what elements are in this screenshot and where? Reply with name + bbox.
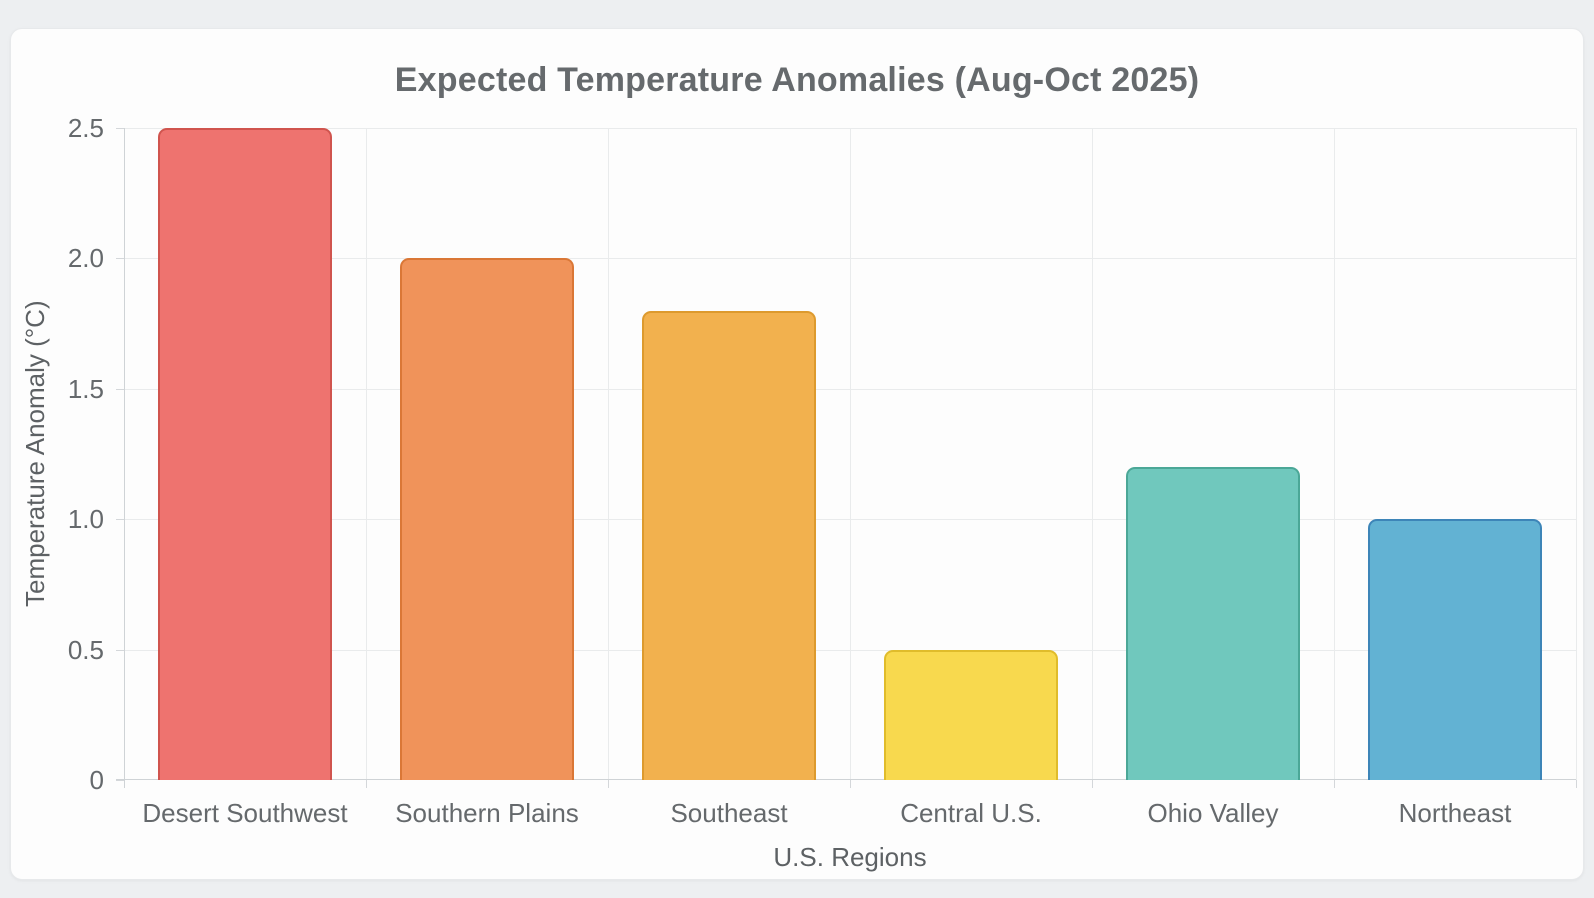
y-axis-line: [124, 128, 125, 788]
y-tick-label-2.5: 2.5: [67, 113, 104, 143]
x-tick-label-southern-plains: Southern Plains: [395, 798, 579, 828]
bar-ohio-valley[interactable]: [1126, 467, 1300, 780]
x-tick-label-ohio-valley: Ohio Valley: [1147, 798, 1279, 828]
y-axis-title: Temperature Anomaly (°C): [20, 300, 50, 608]
x-tick-label-southeast: Southeast: [670, 798, 788, 828]
y-tick-1.0: [116, 519, 124, 521]
v-gridline-6: [1576, 128, 1577, 780]
x-tick-2: [608, 780, 609, 788]
y-tick-label-1.5: 1.5: [67, 373, 104, 404]
x-tick-label-northeast: Northeast: [1398, 798, 1512, 828]
chart-card: Expected Temperature Anomalies (Aug-Oct …: [10, 28, 1584, 880]
v-gridline-3: [850, 128, 851, 780]
y-tick-1.5: [116, 388, 124, 390]
bar-central-u-s[interactable]: [884, 649, 1058, 780]
y-tick-label-0.5: 0.5: [67, 634, 104, 665]
v-gridline-5: [1334, 128, 1335, 780]
y-tick-0.5: [116, 649, 124, 651]
v-gridline-4: [1092, 128, 1093, 780]
x-axis-title: U.S. Regions: [773, 842, 927, 872]
y-tick-label-1.0: 1.0: [67, 504, 104, 535]
plot-area: 0 0.5 1.0 1.5 2.0 2.5 Desert Southwest Southern…: [20, 115, 1577, 872]
y-tick-label-0: 0: [89, 765, 104, 795]
x-tick-3: [850, 780, 851, 788]
bar-desert-southwest[interactable]: [158, 128, 332, 780]
x-tick-1: [366, 780, 367, 788]
y-tick-2.0: [116, 258, 124, 260]
y-tick-2.5: [116, 128, 124, 129]
x-tick-4: [1092, 780, 1093, 788]
x-tick-6: [1576, 780, 1577, 788]
v-gridline-2: [608, 128, 609, 780]
v-gridline-1: [366, 128, 367, 780]
x-tick-5: [1334, 780, 1335, 788]
bar-northeast[interactable]: [1368, 519, 1542, 780]
y-tick-0: [116, 780, 124, 781]
x-tick-label-central-u-s: Central U.S.: [900, 798, 1042, 828]
bar-southern-plains[interactable]: [400, 258, 574, 780]
x-axis-line: [116, 779, 1576, 780]
x-tick-label-desert-southwest: Desert Southwest: [142, 798, 348, 828]
y-tick-label-2.0: 2.0: [67, 243, 104, 274]
chart-title: Expected Temperature Anomalies (Aug-Oct …: [394, 61, 1200, 99]
bar-southeast[interactable]: [642, 310, 816, 780]
